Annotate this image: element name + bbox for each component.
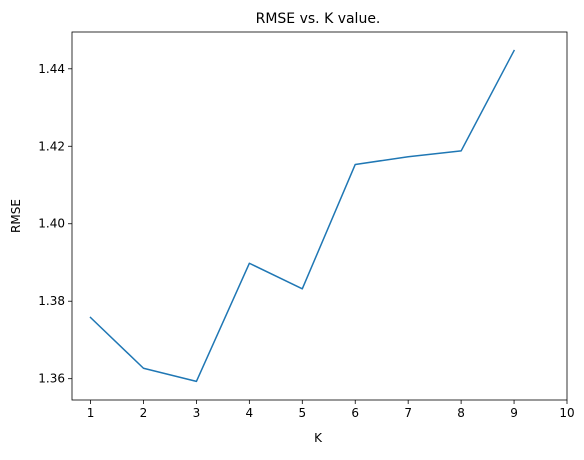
y-tick-label: 1.40 (38, 217, 65, 231)
x-axis-label: K (314, 431, 323, 445)
y-tick-label: 1.42 (38, 139, 65, 153)
x-tick-label: 1 (87, 406, 95, 420)
x-tick-label: 5 (298, 406, 306, 420)
x-tick-label: 10 (559, 406, 574, 420)
y-axis-label: RMSE (9, 199, 23, 233)
x-tick-label: 2 (140, 406, 148, 420)
x-tick-label: 9 (510, 406, 518, 420)
x-tick-label: 7 (404, 406, 412, 420)
x-tick-label: 6 (351, 406, 359, 420)
axes-frame (71, 31, 568, 401)
y-tick-label: 1.38 (38, 294, 65, 308)
x-tick-label: 8 (457, 406, 465, 420)
chart-title: RMSE vs. K value. (256, 11, 381, 27)
y-tick-label: 1.44 (38, 62, 65, 76)
plot-area: 1 2 3 4 5 6 7 8 9 10 1.36 1.38 1.40 1.42 1.44 (38, 31, 575, 420)
series-line-0 (89, 49, 516, 383)
y-tick-label: 1.36 (38, 372, 65, 386)
x-tick-label: 4 (246, 406, 254, 420)
x-tick-label: 3 (193, 406, 201, 420)
